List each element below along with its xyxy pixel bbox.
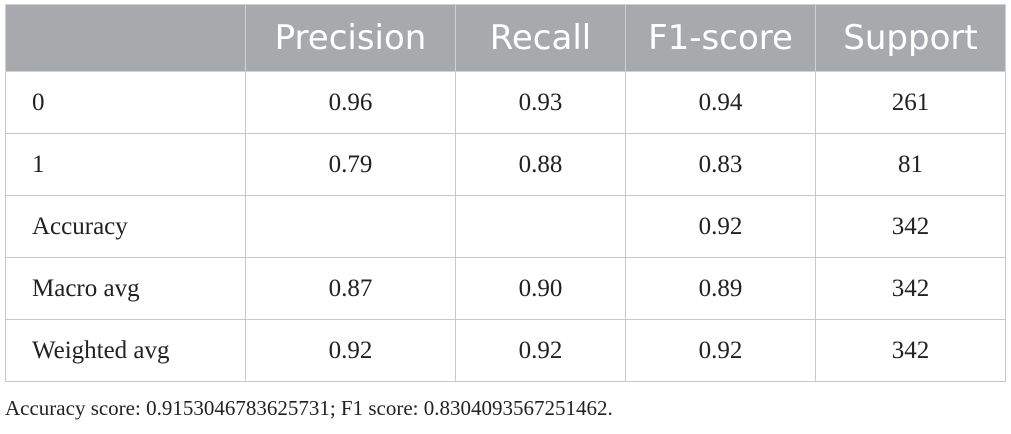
cell: 0.92	[625, 195, 816, 258]
cell: 342	[815, 257, 1006, 320]
cell: 0.94	[625, 71, 816, 134]
table-body: 0 0.96 0.93 0.94 261 1 0.79 0.88 0.83 81 Accuracy 0…	[5, 71, 1006, 382]
cell: 342	[815, 195, 1006, 258]
header-cell	[5, 4, 246, 72]
row-label: Weighted avg	[5, 319, 246, 382]
footnote: Accuracy score: 0.9153046783625731; F1 s…	[5, 396, 613, 420]
table-row: 0 0.96 0.93 0.94 261	[5, 71, 1006, 134]
table-row: Macro avg 0.87 0.90 0.89 342	[5, 257, 1006, 320]
table-row: Weighted avg 0.92 0.92 0.92 342	[5, 319, 1006, 382]
header-cell: Recall	[455, 4, 626, 72]
cell	[245, 195, 456, 258]
table-head: Precision Recall F1-score Support	[5, 4, 1006, 72]
metrics-table: Precision Recall F1-score Support 0 0.96 0.93…	[5, 4, 1006, 382]
cell: 0.92	[455, 319, 626, 382]
cell: 0.79	[245, 133, 456, 196]
cell: 342	[815, 319, 1006, 382]
header-cell: F1-score	[625, 4, 816, 72]
cell: 0.83	[625, 133, 816, 196]
cell: 261	[815, 71, 1006, 134]
cell: 81	[815, 133, 1006, 196]
cell: 0.90	[455, 257, 626, 320]
row-label: 0	[5, 71, 246, 134]
cell: 0.92	[245, 319, 456, 382]
table-row: 1 0.79 0.88 0.83 81	[5, 133, 1006, 196]
row-label: 1	[5, 133, 246, 196]
cell: 0.89	[625, 257, 816, 320]
cell: 0.96	[245, 71, 456, 134]
header-cell: Precision	[245, 4, 456, 72]
header-row: Precision Recall F1-score Support	[5, 4, 1006, 72]
row-label: Accuracy	[5, 195, 246, 258]
cell: 0.88	[455, 133, 626, 196]
table-row: Accuracy 0.92 342	[5, 195, 1006, 258]
cell: 0.93	[455, 71, 626, 134]
header-cell: Support	[815, 4, 1006, 72]
row-label: Macro avg	[5, 257, 246, 320]
cell: 0.87	[245, 257, 456, 320]
cell	[455, 195, 626, 258]
cell: 0.92	[625, 319, 816, 382]
